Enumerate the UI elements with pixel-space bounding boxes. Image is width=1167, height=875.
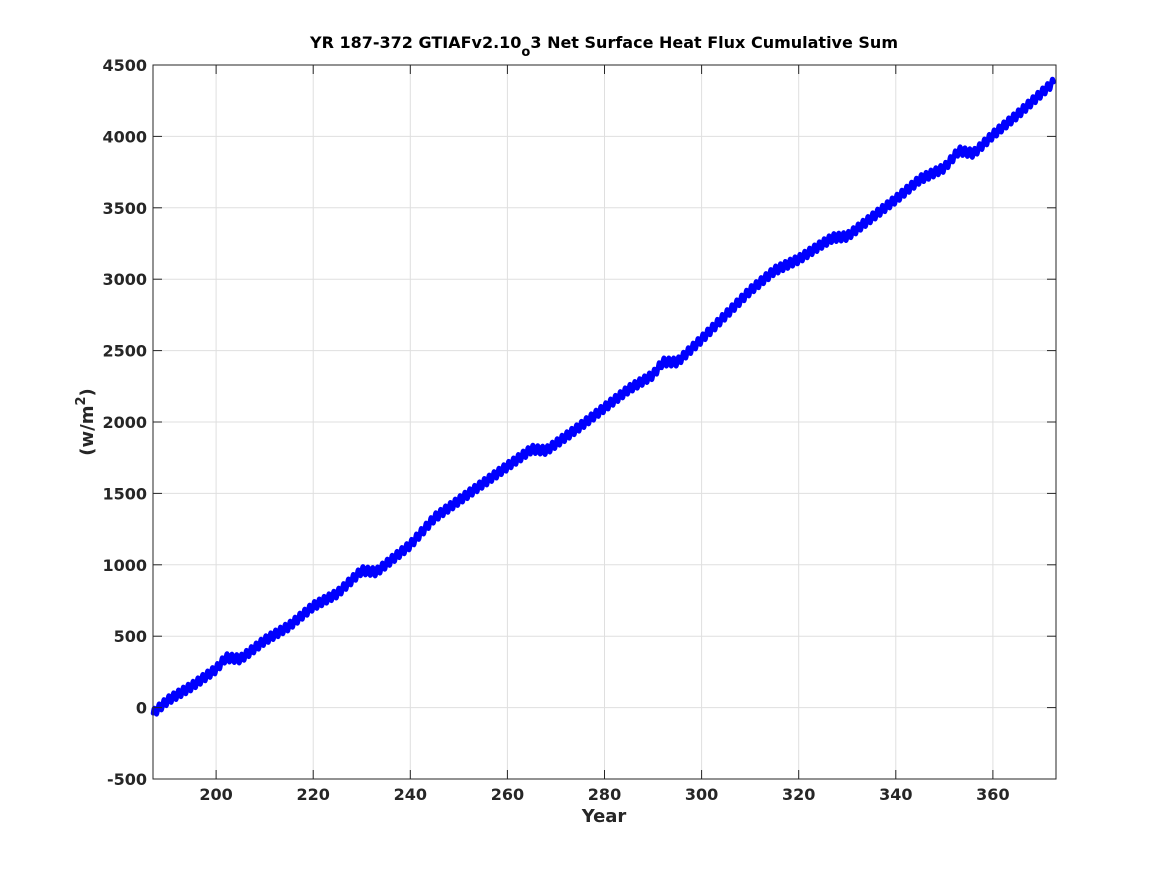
y-tick-label: 3000 <box>102 270 147 289</box>
y-tick-label: 4000 <box>102 127 147 146</box>
y-tick-label: -500 <box>107 770 147 789</box>
y-tick-label: 0 <box>136 699 147 718</box>
y-axis-title-base: (w/m <box>77 406 98 456</box>
y-axis-title-close: ) <box>77 388 98 396</box>
chart-title-main: YR 187-372 GTIAFv2.10 <box>309 33 521 52</box>
x-tick-label: 300 <box>685 785 718 804</box>
y-tick-label: 2500 <box>102 342 147 361</box>
y-axis-title: (w/m2) <box>74 388 98 455</box>
x-tick-label: 340 <box>879 785 912 804</box>
y-axis-title-superscript: 2 <box>74 397 89 406</box>
x-tick-label: 360 <box>976 785 1009 804</box>
series-layer <box>150 76 1056 717</box>
x-tick-labels: 200 220 240 260 280 300 320 340 360 <box>199 785 1009 804</box>
y-tick-label: 3500 <box>102 199 147 218</box>
x-axis-title: Year <box>581 806 627 827</box>
x-tick-label: 280 <box>588 785 621 804</box>
y-tick-label: 500 <box>114 627 147 646</box>
tick-marks <box>153 64 1056 780</box>
x-tick-label: 260 <box>491 785 524 804</box>
y-tick-label: 1000 <box>102 556 147 575</box>
y-tick-label: 1500 <box>102 484 147 503</box>
x-tick-label: 200 <box>199 785 232 804</box>
y-tick-labels: -500 0 500 1000 1500 2000 2500 3000 3500 4000 4500 <box>102 56 147 789</box>
x-tick-label: 320 <box>782 785 815 804</box>
chart-title-rest: 3 Net Surface Heat Flux Cumulative Sum <box>530 33 898 52</box>
gridlines <box>153 64 1056 780</box>
y-tick-label: 2000 <box>102 413 147 432</box>
y-tick-label: 4500 <box>102 56 147 75</box>
chart-title-subscript: o <box>521 45 530 60</box>
series-line <box>150 76 1056 717</box>
x-tick-label: 220 <box>297 785 330 804</box>
x-tick-label: 240 <box>394 785 427 804</box>
chart-title: YR 187-372 GTIAFv2.10o3 Net Surface Heat… <box>309 33 898 60</box>
